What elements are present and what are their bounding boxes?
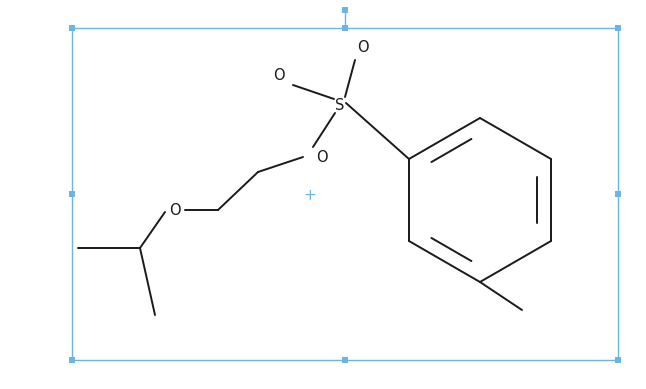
Text: +: +	[304, 187, 317, 203]
Text: O: O	[357, 40, 369, 54]
Text: S: S	[335, 98, 345, 112]
Text: O: O	[316, 149, 328, 165]
Text: O: O	[169, 203, 181, 217]
Text: O: O	[273, 68, 285, 82]
Bar	[72, 28, 618, 360]
